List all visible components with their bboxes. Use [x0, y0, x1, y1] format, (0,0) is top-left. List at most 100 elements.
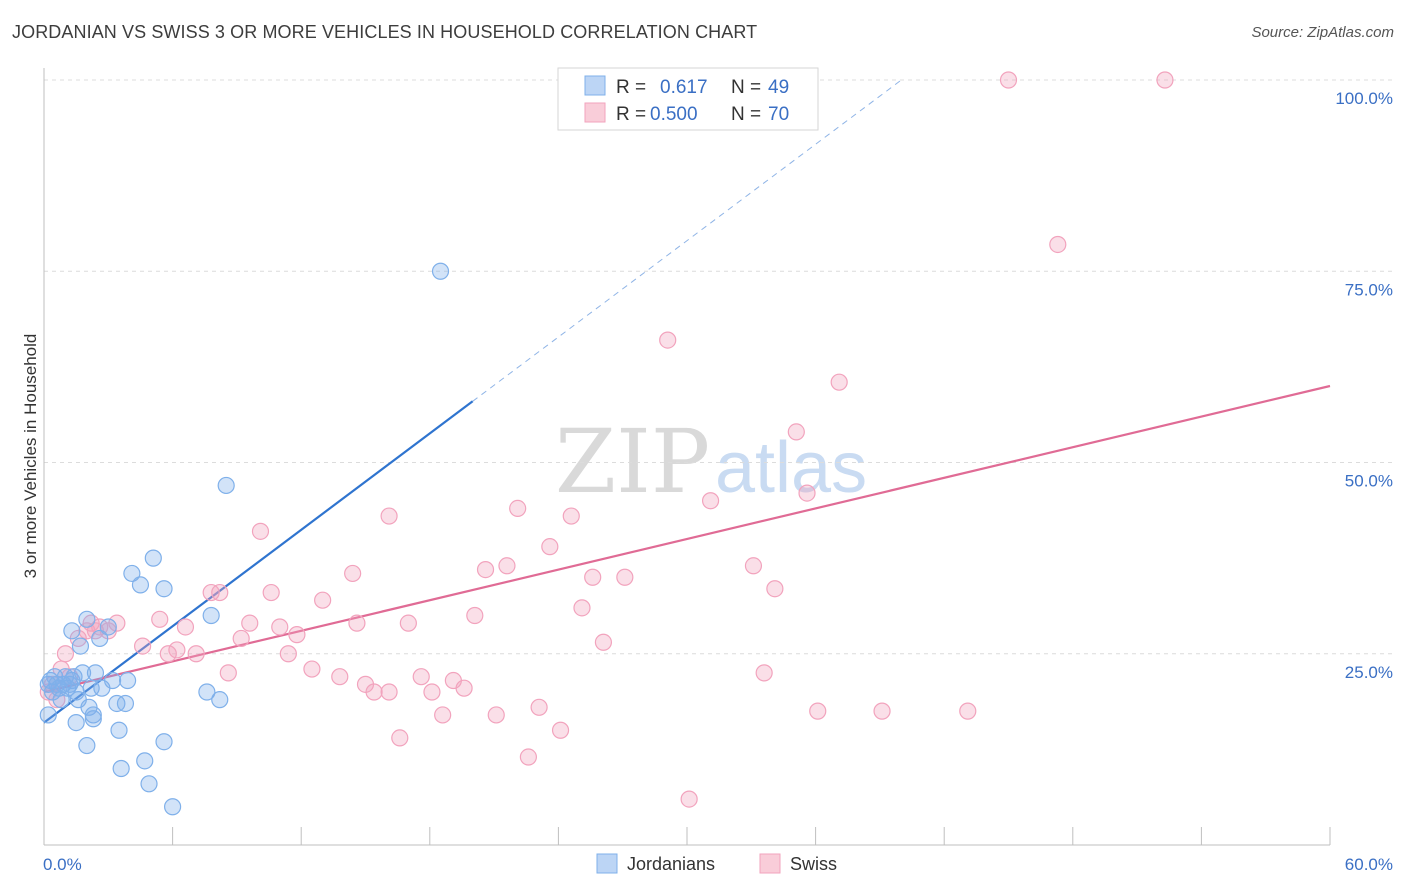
legend-swatch-jordanians — [584, 75, 606, 96]
swiss-point — [476, 560, 495, 579]
jordanians-point — [67, 713, 85, 732]
jordanians-point — [73, 664, 92, 682]
jordanians-point — [86, 664, 105, 682]
bottom-legend-swatch-jordanians — [596, 853, 618, 874]
swiss-point — [251, 522, 270, 540]
swiss-point — [348, 614, 366, 632]
y-tick-label-25: 25.0% — [1345, 663, 1393, 682]
swiss-point — [331, 668, 349, 686]
trendline-jordanians — [43, 400, 474, 724]
swiss-point — [999, 71, 1018, 89]
swiss-point — [659, 331, 677, 349]
jordanians-point — [78, 610, 96, 628]
swiss-point — [573, 599, 591, 617]
legend-n-label-swiss: N = — [731, 104, 761, 125]
bottom-legend-swatch-swiss — [759, 853, 781, 874]
swiss-point — [412, 668, 430, 686]
legend-r-label-swiss: R = — [616, 104, 646, 125]
swiss-point — [551, 721, 570, 739]
jordanians-point — [123, 564, 141, 583]
jordanians-point — [131, 576, 150, 594]
swiss-point — [391, 729, 409, 747]
swiss-point — [219, 664, 237, 682]
swiss-point — [399, 614, 417, 632]
bottom-legend: Jordanians Swiss — [596, 853, 837, 874]
jordanians-point — [202, 606, 220, 625]
jordanians-point — [84, 710, 102, 728]
swiss-point — [151, 610, 169, 628]
swiss-point — [755, 664, 773, 682]
watermark-atlas: atlas — [715, 428, 867, 508]
swiss-point — [365, 683, 383, 701]
swiss-point — [423, 683, 441, 701]
jordanians-point — [144, 549, 162, 567]
legend-n-value-jordanians: 49 — [768, 77, 789, 98]
axis-layer: 25.0% 50.0% 75.0% 100.0% — [43, 68, 1393, 846]
watermark-zip: ZIP — [555, 410, 710, 513]
legend-n-value-swiss: 70 — [768, 104, 789, 125]
swiss-point — [959, 702, 977, 720]
swiss-point — [680, 790, 698, 808]
swiss-point — [108, 614, 126, 632]
swiss-point — [562, 507, 580, 525]
jordanians-point — [112, 759, 130, 778]
jordanians-point — [84, 706, 102, 724]
jordanians-point — [116, 694, 135, 713]
swiss-point — [1049, 235, 1067, 254]
jordanians-point — [217, 476, 235, 495]
swiss-point — [541, 538, 559, 556]
swiss-point — [519, 748, 537, 766]
chart-title: JORDANIAN VS SWISS 3 OR MORE VEHICLES IN… — [12, 22, 758, 42]
swiss-point — [211, 583, 229, 602]
swiss-point — [288, 626, 306, 644]
swiss-point — [487, 706, 505, 724]
swiss-point — [530, 698, 548, 716]
grid-layer — [44, 79, 1395, 655]
swiss-point — [455, 679, 473, 697]
jordanians-point — [63, 622, 81, 640]
jordanians-point — [431, 262, 450, 280]
jordanians-point — [155, 580, 173, 598]
trendline-swiss — [43, 384, 1331, 694]
jordanians-point — [110, 721, 128, 739]
swiss-point — [232, 629, 250, 648]
swiss-point — [241, 614, 259, 632]
legend-n-label-jordanians: N = — [731, 77, 761, 98]
swiss-point — [262, 583, 280, 602]
swiss-point — [56, 645, 75, 663]
jordanians-point — [99, 618, 117, 636]
jordanians-point — [198, 683, 216, 701]
x-tick-label-max: 60.0% — [1345, 855, 1393, 874]
jordanians-point — [91, 629, 109, 648]
jordanians-point — [155, 733, 173, 751]
swiss-point — [798, 484, 816, 502]
swiss-point — [787, 423, 805, 441]
swiss-point — [380, 507, 398, 525]
jordanians-point — [164, 798, 182, 816]
bottom-legend-label-swiss: Swiss — [790, 854, 837, 874]
swiss-point — [133, 637, 152, 655]
jordanians-point — [103, 671, 122, 690]
swiss-point — [187, 645, 205, 663]
jordanians-point — [71, 637, 90, 655]
y-tick-label-100: 100.0% — [1335, 89, 1393, 108]
swiss-point — [830, 373, 848, 391]
swiss-point — [766, 580, 784, 598]
swiss-point — [594, 633, 613, 651]
bottom-legend-label-jordanians: Jordanians — [627, 854, 715, 874]
swiss-point — [584, 568, 602, 586]
jordanians-point — [39, 706, 57, 724]
swiss-point — [159, 645, 177, 663]
swiss-point — [279, 645, 297, 663]
y-tick-label-50: 50.0% — [1345, 472, 1393, 491]
swiss-point — [168, 641, 186, 659]
chart-source: Source: ZipAtlas.com — [1251, 24, 1394, 41]
swiss-point — [176, 618, 195, 636]
swiss-point — [701, 492, 720, 510]
swiss-point — [498, 557, 516, 575]
swiss-point — [616, 568, 634, 586]
legend-r-label-jordanians: R = — [616, 77, 646, 98]
jordanians-point — [211, 691, 229, 709]
swiss-point — [314, 591, 332, 609]
